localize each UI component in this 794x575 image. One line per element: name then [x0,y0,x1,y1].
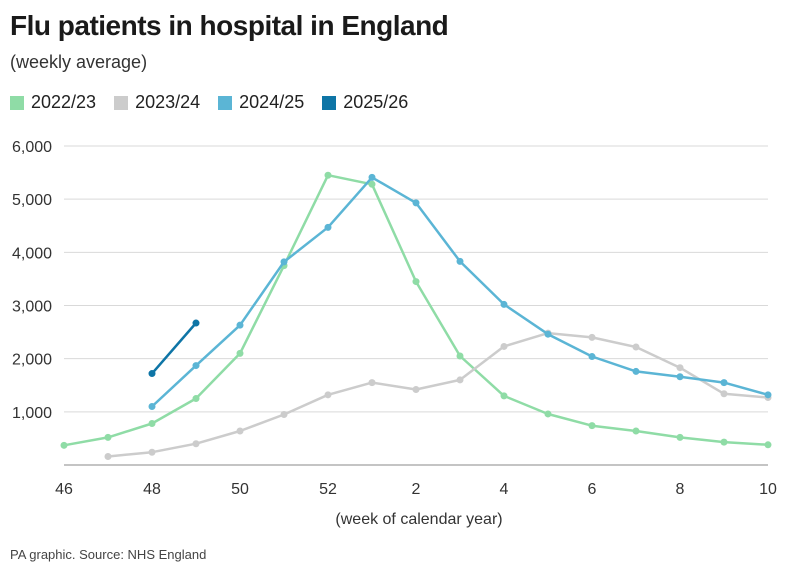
gridlines [64,145,768,466]
x-axis-ticks: 46 48 50 52 2 4 6 8 10 [55,481,777,498]
data-point [588,422,596,430]
legend-item-2025-26: 2025/26 [322,92,408,113]
source-note: PA graphic. Source: NHS England [10,547,207,562]
x-tick-label: 4 [500,481,509,498]
x-tick-label: 6 [588,481,597,498]
data-point [412,199,420,207]
chart-title: Flu patients in hospital in England [10,10,449,41]
data-point [544,410,552,418]
data-point [456,257,464,265]
data-point [104,452,112,460]
series-line [63,173,769,447]
legend-label: 2022/23 [31,92,97,112]
data-point [236,349,244,357]
series-line [151,322,197,375]
data-point [192,440,200,448]
data-point [632,367,640,375]
data-point [588,353,596,361]
data-point [500,300,508,308]
series-2024-25 [148,173,772,411]
x-tick-label: 46 [55,481,73,498]
legend-item-2023-24: 2023/24 [114,92,200,113]
series-lines [60,171,772,460]
data-point [324,391,332,399]
legend-label: 2024/25 [239,92,305,112]
data-point [500,342,508,350]
legend-swatch [114,95,129,110]
data-point [368,173,376,181]
data-point [280,258,288,266]
data-point [148,448,156,456]
data-point [764,441,772,449]
data-point [720,438,728,446]
data-point [412,278,420,286]
data-point [148,403,156,411]
data-point [192,362,200,370]
y-tick-label: 1,000 [12,405,52,422]
data-point [324,171,332,179]
data-point [324,223,332,231]
data-point [632,343,640,351]
legend-swatch [218,95,233,110]
x-tick-label: 50 [231,481,249,498]
x-tick-label: 10 [759,481,777,498]
y-tick-label: 5,000 [12,192,52,209]
series-line [107,331,769,458]
data-point [368,379,376,387]
data-point [544,330,552,338]
y-tick-label: 3,000 [12,299,52,316]
data-point [148,420,156,428]
series-line [151,176,769,408]
data-point [280,410,288,418]
legend-label: 2023/24 [135,92,201,112]
y-tick-label: 2,000 [12,352,52,369]
data-point [236,427,244,435]
data-point [104,433,112,441]
x-tick-label: 8 [676,481,685,498]
y-tick-label: 6,000 [12,139,52,156]
data-point [588,333,596,341]
data-point [368,180,376,188]
data-point [456,376,464,384]
x-tick-label: 2 [412,481,421,498]
data-point [720,390,728,398]
chart-subtitle: (weekly average) [10,52,148,72]
data-point [500,392,508,400]
data-point [236,321,244,329]
data-point [192,319,200,327]
legend-item-2024-25: 2024/25 [218,92,304,113]
legend-item-2022-23: 2022/23 [10,92,96,113]
y-axis-ticks: 1,000 2,000 3,000 4,000 5,000 6,000 [12,139,52,422]
x-tick-label: 48 [143,481,161,498]
data-point [192,395,200,403]
y-tick-label: 4,000 [12,245,52,262]
legend: 2022/23 2023/24 2024/25 2025/26 [10,92,408,113]
data-point [60,441,68,449]
series-2022-23 [60,171,772,449]
data-point [764,391,772,399]
series-2023-24 [104,329,772,460]
legend-swatch [10,95,24,110]
x-tick-label: 52 [319,481,337,498]
data-point [412,386,420,394]
x-axis-title: (week of calendar year) [335,511,502,528]
series-2025-26 [148,319,200,378]
data-point [148,370,156,378]
legend-label: 2025/26 [343,92,409,112]
data-point [676,433,684,441]
data-point [456,352,464,360]
data-point [632,427,640,435]
legend-swatch [322,95,337,110]
data-point [676,364,684,372]
data-point [720,379,728,387]
data-point [676,373,684,381]
